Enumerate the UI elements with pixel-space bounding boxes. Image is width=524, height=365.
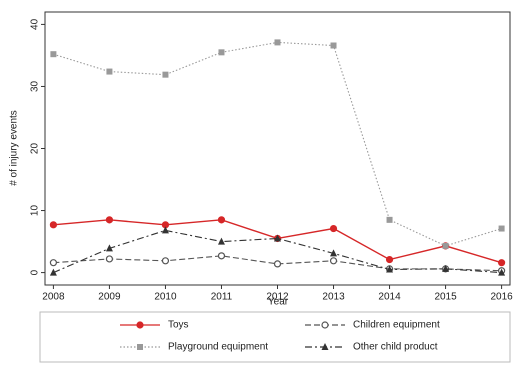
legend-label: Toys [168, 320, 189, 331]
data-point [106, 68, 113, 75]
data-point [161, 257, 170, 265]
data-point [161, 226, 169, 234]
legend-label: Children equipment [353, 320, 440, 331]
data-point [217, 252, 226, 260]
data-point [330, 249, 338, 257]
y-tick-label: 10 [30, 205, 41, 217]
data-point [274, 234, 281, 242]
data-point [105, 244, 113, 252]
x-tick-label: 2016 [490, 292, 513, 303]
x-axis-label: Year [268, 297, 289, 308]
y-tick-label: 30 [30, 80, 41, 92]
legend-marker [321, 321, 329, 329]
legend-marker [321, 343, 329, 350]
x-tick-label: 2010 [154, 292, 177, 303]
legend-label: Playground equipment [168, 342, 268, 353]
data-point [497, 259, 506, 267]
data-point [50, 51, 57, 58]
y-tick-label: 40 [30, 18, 41, 30]
series-line [53, 41, 502, 247]
data-point [329, 224, 338, 233]
data-point [386, 265, 394, 273]
data-point [386, 216, 393, 223]
data-point [442, 242, 449, 249]
data-point [498, 225, 505, 232]
data-point [105, 216, 114, 224]
data-point [217, 216, 226, 224]
data-point [49, 221, 58, 229]
data-point [49, 268, 57, 276]
data-point [329, 257, 338, 265]
data-point [218, 49, 225, 56]
data-point [273, 260, 282, 268]
x-tick-label: 2008 [42, 292, 65, 303]
plot-frame [44, 11, 511, 286]
legend-marker [137, 344, 143, 350]
series-line [53, 229, 502, 274]
x-tick-label: 2011 [211, 292, 233, 303]
y-tick-label: 0 [30, 269, 41, 275]
y-tick-label: 20 [30, 143, 41, 155]
x-tick-label: 2012 [266, 292, 289, 303]
data-point [162, 71, 169, 78]
data-point [442, 264, 450, 272]
x-tick-label: 2014 [378, 292, 401, 303]
x-tick-label: 2015 [434, 292, 457, 303]
legend-frame [39, 311, 511, 363]
y-axis-label: # of injury events [9, 110, 20, 186]
data-point [330, 42, 337, 49]
x-tick-label: 2009 [98, 292, 121, 303]
data-point [217, 237, 225, 245]
data-point [49, 259, 58, 267]
legend-marker [136, 321, 144, 329]
legend-label: Other child product [353, 342, 438, 353]
data-point [498, 268, 506, 276]
data-point [274, 39, 281, 46]
x-tick-label: 2013 [322, 292, 345, 303]
data-point [385, 255, 394, 264]
data-point [105, 255, 114, 263]
